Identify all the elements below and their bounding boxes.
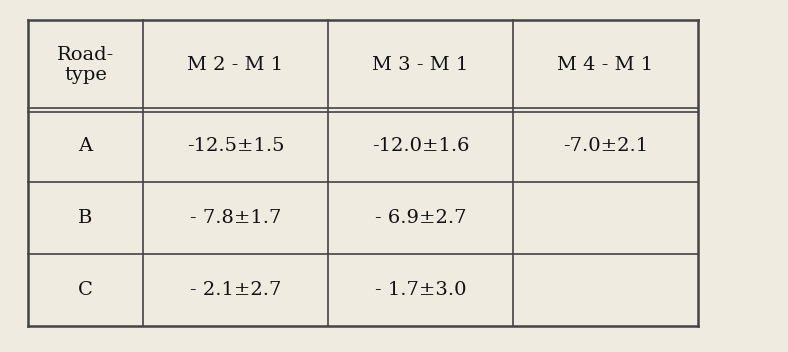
Text: - 1.7±3.0: - 1.7±3.0	[375, 281, 466, 299]
Text: Road-
type: Road- type	[57, 46, 114, 84]
Text: M 2 - M 1: M 2 - M 1	[188, 56, 284, 74]
Text: - 2.1±2.7: - 2.1±2.7	[190, 281, 281, 299]
Text: -12.0±1.6: -12.0±1.6	[372, 137, 469, 155]
Text: -12.5±1.5: -12.5±1.5	[187, 137, 284, 155]
Text: B: B	[78, 209, 93, 227]
Text: A: A	[79, 137, 92, 155]
Text: -7.0±2.1: -7.0±2.1	[563, 137, 648, 155]
Text: - 7.8±1.7: - 7.8±1.7	[190, 209, 281, 227]
Text: - 6.9±2.7: - 6.9±2.7	[375, 209, 466, 227]
Text: M 3 - M 1: M 3 - M 1	[373, 56, 469, 74]
Text: M 4 - M 1: M 4 - M 1	[557, 56, 653, 74]
Text: C: C	[78, 281, 93, 299]
